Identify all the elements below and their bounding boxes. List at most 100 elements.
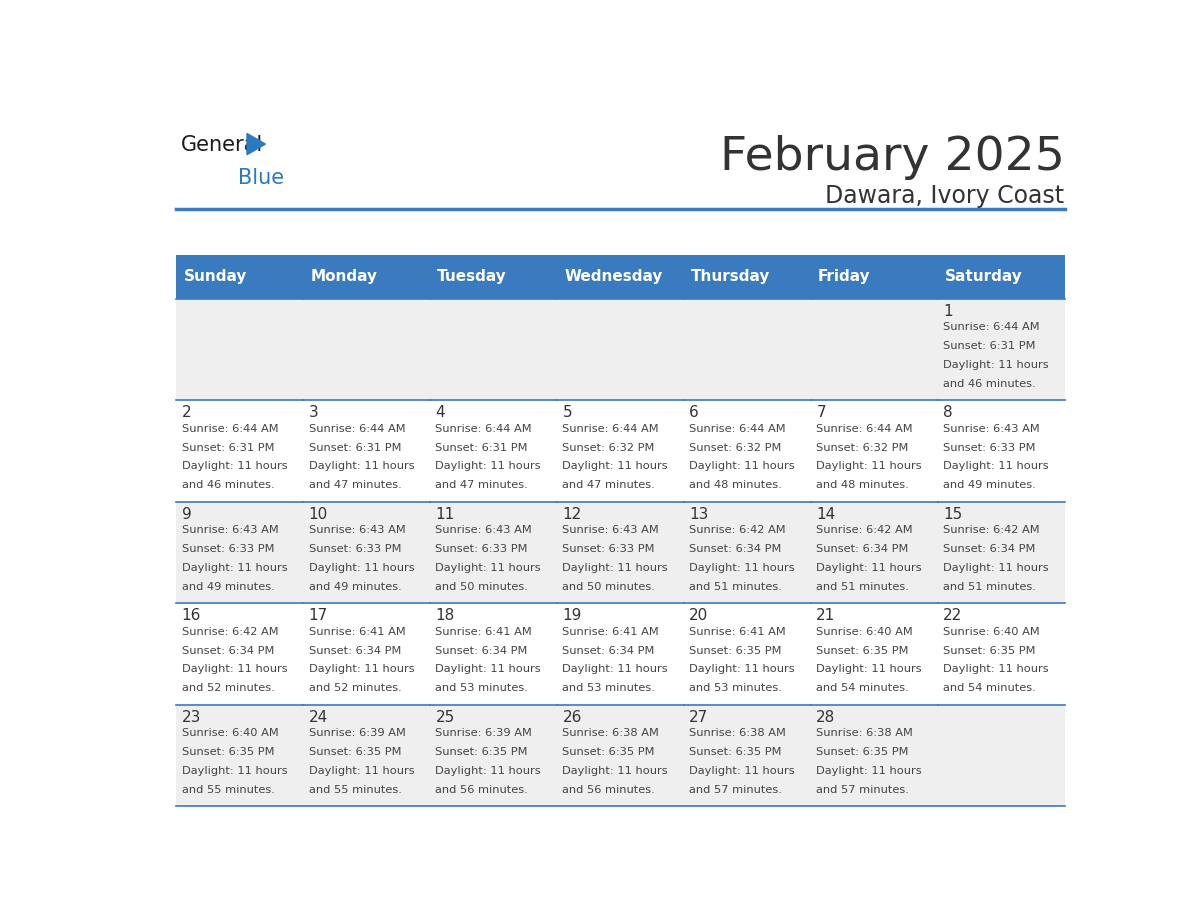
- Bar: [176, 400, 303, 502]
- Text: Sunday: Sunday: [183, 270, 247, 285]
- Text: and 46 minutes.: and 46 minutes.: [182, 480, 274, 490]
- Bar: [303, 603, 430, 705]
- Text: and 53 minutes.: and 53 minutes.: [689, 683, 782, 693]
- Text: Sunset: 6:35 PM: Sunset: 6:35 PM: [309, 747, 402, 757]
- Bar: [557, 400, 684, 502]
- Text: and 52 minutes.: and 52 minutes.: [182, 683, 274, 693]
- Text: Sunset: 6:32 PM: Sunset: 6:32 PM: [816, 442, 909, 453]
- Bar: [684, 705, 810, 806]
- Text: Sunrise: 6:44 AM: Sunrise: 6:44 AM: [562, 424, 659, 433]
- Text: 9: 9: [182, 507, 191, 521]
- Text: and 47 minutes.: and 47 minutes.: [562, 480, 655, 490]
- Text: Sunset: 6:32 PM: Sunset: 6:32 PM: [689, 442, 782, 453]
- Text: 15: 15: [943, 507, 962, 521]
- Text: 20: 20: [689, 609, 708, 623]
- Text: February 2025: February 2025: [720, 135, 1064, 180]
- Text: Dawara, Ivory Coast: Dawara, Ivory Coast: [826, 185, 1064, 208]
- Text: 28: 28: [816, 710, 835, 725]
- Text: Sunset: 6:31 PM: Sunset: 6:31 PM: [182, 442, 274, 453]
- Text: Daylight: 11 hours: Daylight: 11 hours: [816, 563, 922, 573]
- Text: Thursday: Thursday: [691, 270, 771, 285]
- Text: and 49 minutes.: and 49 minutes.: [943, 480, 1036, 490]
- Text: Sunset: 6:33 PM: Sunset: 6:33 PM: [309, 544, 402, 554]
- Text: Sunrise: 6:44 AM: Sunrise: 6:44 AM: [943, 322, 1040, 332]
- Text: and 56 minutes.: and 56 minutes.: [436, 785, 529, 795]
- Bar: [937, 705, 1064, 806]
- Text: Sunrise: 6:43 AM: Sunrise: 6:43 AM: [562, 525, 659, 535]
- Text: Daylight: 11 hours: Daylight: 11 hours: [562, 563, 668, 573]
- Text: Sunrise: 6:42 AM: Sunrise: 6:42 AM: [816, 525, 912, 535]
- Text: Daylight: 11 hours: Daylight: 11 hours: [182, 665, 287, 675]
- Text: Sunrise: 6:41 AM: Sunrise: 6:41 AM: [689, 627, 786, 637]
- Text: and 49 minutes.: and 49 minutes.: [309, 582, 402, 591]
- Text: Sunset: 6:33 PM: Sunset: 6:33 PM: [562, 544, 655, 554]
- Text: Sunrise: 6:42 AM: Sunrise: 6:42 AM: [943, 525, 1040, 535]
- Bar: [810, 400, 937, 502]
- Text: Sunset: 6:35 PM: Sunset: 6:35 PM: [689, 645, 782, 655]
- Text: Daylight: 11 hours: Daylight: 11 hours: [562, 461, 668, 471]
- Text: Sunrise: 6:43 AM: Sunrise: 6:43 AM: [309, 525, 405, 535]
- Text: Daylight: 11 hours: Daylight: 11 hours: [689, 461, 795, 471]
- Text: Daylight: 11 hours: Daylight: 11 hours: [689, 563, 795, 573]
- Text: Monday: Monday: [310, 270, 378, 285]
- Text: Sunset: 6:31 PM: Sunset: 6:31 PM: [309, 442, 402, 453]
- Text: Daylight: 11 hours: Daylight: 11 hours: [309, 766, 415, 776]
- Text: General: General: [181, 135, 263, 155]
- Text: and 57 minutes.: and 57 minutes.: [689, 785, 782, 795]
- Text: Daylight: 11 hours: Daylight: 11 hours: [689, 766, 795, 776]
- Text: 5: 5: [562, 406, 573, 420]
- Text: Sunrise: 6:42 AM: Sunrise: 6:42 AM: [689, 525, 786, 535]
- Text: and 47 minutes.: and 47 minutes.: [436, 480, 529, 490]
- Text: 23: 23: [182, 710, 201, 725]
- Text: and 48 minutes.: and 48 minutes.: [816, 480, 909, 490]
- Bar: [176, 299, 303, 400]
- Text: 3: 3: [309, 406, 318, 420]
- Bar: [557, 705, 684, 806]
- Text: 4: 4: [436, 406, 446, 420]
- Text: and 49 minutes.: and 49 minutes.: [182, 582, 274, 591]
- Text: Sunrise: 6:40 AM: Sunrise: 6:40 AM: [816, 627, 914, 637]
- Text: 22: 22: [943, 609, 962, 623]
- Text: Sunrise: 6:44 AM: Sunrise: 6:44 AM: [436, 424, 532, 433]
- Text: Daylight: 11 hours: Daylight: 11 hours: [816, 665, 922, 675]
- Bar: [684, 255, 810, 299]
- Text: Sunset: 6:34 PM: Sunset: 6:34 PM: [309, 645, 400, 655]
- Text: and 53 minutes.: and 53 minutes.: [562, 683, 656, 693]
- Text: Sunset: 6:34 PM: Sunset: 6:34 PM: [436, 645, 527, 655]
- Text: and 55 minutes.: and 55 minutes.: [182, 785, 274, 795]
- Text: 25: 25: [436, 710, 455, 725]
- Text: and 51 minutes.: and 51 minutes.: [943, 582, 1036, 591]
- Text: Daylight: 11 hours: Daylight: 11 hours: [816, 766, 922, 776]
- Bar: [937, 603, 1064, 705]
- Text: Sunset: 6:35 PM: Sunset: 6:35 PM: [689, 747, 782, 757]
- Text: Sunrise: 6:44 AM: Sunrise: 6:44 AM: [689, 424, 786, 433]
- Text: and 53 minutes.: and 53 minutes.: [436, 683, 529, 693]
- Bar: [810, 255, 937, 299]
- Bar: [810, 603, 937, 705]
- Text: Sunrise: 6:38 AM: Sunrise: 6:38 AM: [689, 728, 786, 738]
- Text: Sunset: 6:35 PM: Sunset: 6:35 PM: [943, 645, 1036, 655]
- Text: Sunset: 6:35 PM: Sunset: 6:35 PM: [562, 747, 655, 757]
- Text: Sunrise: 6:40 AM: Sunrise: 6:40 AM: [182, 728, 278, 738]
- Text: 17: 17: [309, 609, 328, 623]
- Text: Saturday: Saturday: [944, 270, 1023, 285]
- Text: Sunset: 6:34 PM: Sunset: 6:34 PM: [943, 544, 1036, 554]
- Text: Sunset: 6:35 PM: Sunset: 6:35 PM: [816, 747, 909, 757]
- Bar: [937, 299, 1064, 400]
- Text: Sunrise: 6:44 AM: Sunrise: 6:44 AM: [309, 424, 405, 433]
- Bar: [810, 502, 937, 603]
- Text: Daylight: 11 hours: Daylight: 11 hours: [309, 461, 415, 471]
- Text: Sunrise: 6:38 AM: Sunrise: 6:38 AM: [816, 728, 914, 738]
- Bar: [430, 502, 557, 603]
- Text: and 52 minutes.: and 52 minutes.: [309, 683, 402, 693]
- Text: Sunrise: 6:38 AM: Sunrise: 6:38 AM: [562, 728, 659, 738]
- Text: Daylight: 11 hours: Daylight: 11 hours: [562, 665, 668, 675]
- Text: Sunrise: 6:43 AM: Sunrise: 6:43 AM: [182, 525, 278, 535]
- Text: Sunrise: 6:41 AM: Sunrise: 6:41 AM: [436, 627, 532, 637]
- Text: 27: 27: [689, 710, 708, 725]
- Text: Daylight: 11 hours: Daylight: 11 hours: [943, 665, 1049, 675]
- Text: Sunrise: 6:39 AM: Sunrise: 6:39 AM: [436, 728, 532, 738]
- Text: Sunset: 6:34 PM: Sunset: 6:34 PM: [182, 645, 274, 655]
- Text: and 55 minutes.: and 55 minutes.: [309, 785, 402, 795]
- Text: Daylight: 11 hours: Daylight: 11 hours: [309, 665, 415, 675]
